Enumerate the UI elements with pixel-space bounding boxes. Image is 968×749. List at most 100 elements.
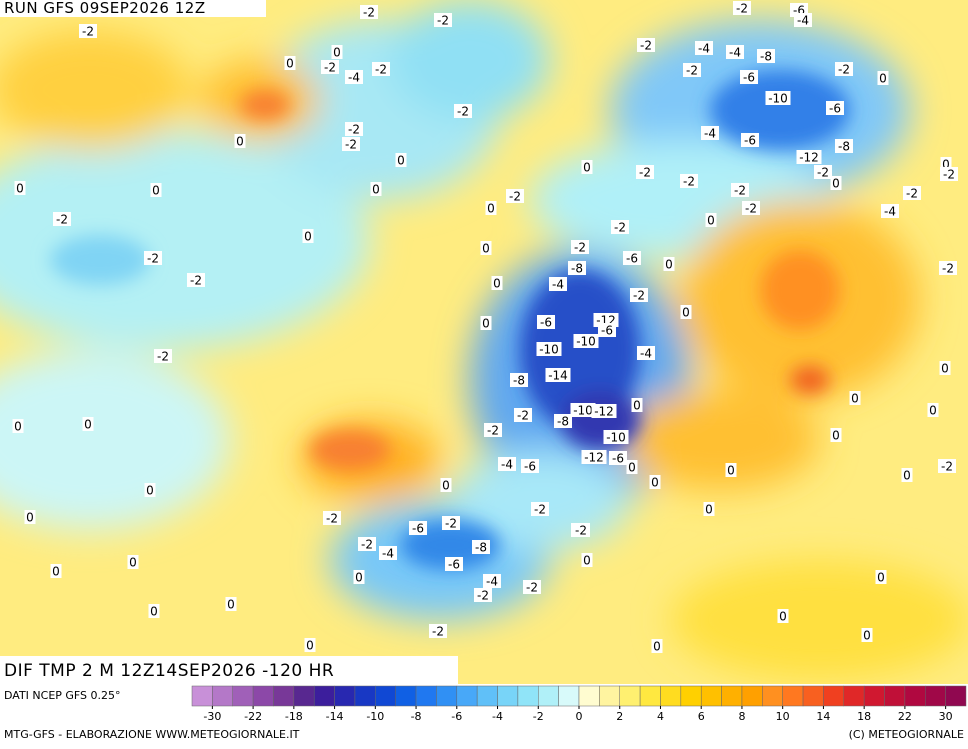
contour-label: -6 bbox=[612, 452, 624, 466]
source-text: DATI NCEP GFS 0.25° bbox=[4, 689, 121, 702]
contour-label: -4 bbox=[552, 278, 564, 292]
contour-label-box bbox=[225, 597, 237, 611]
contour-label-box bbox=[370, 182, 382, 196]
contour-label: 0 bbox=[832, 429, 840, 443]
colorbar-swatch bbox=[904, 685, 926, 707]
contour-label: 0 bbox=[877, 571, 885, 585]
contour-label: -2 bbox=[509, 190, 521, 204]
contour-label-box bbox=[765, 91, 791, 105]
colorbar-swatch bbox=[660, 685, 682, 707]
contour-label: -8 bbox=[838, 140, 850, 154]
contour-label: -2 bbox=[633, 289, 645, 303]
contour-label-box bbox=[537, 315, 555, 329]
contour-label: -10 bbox=[768, 92, 788, 106]
contour-label-box bbox=[740, 70, 758, 84]
contour-label-box bbox=[903, 186, 921, 200]
contour-label: 0 bbox=[333, 46, 341, 60]
contour-label-box bbox=[485, 201, 497, 215]
contour-label: -2 bbox=[363, 6, 375, 20]
contour-label: 0 bbox=[929, 404, 937, 418]
contour-label: -6 bbox=[744, 134, 756, 148]
contour-label-box bbox=[777, 609, 789, 623]
contour-label: 0 bbox=[583, 554, 591, 568]
contour-label-box bbox=[731, 183, 749, 197]
contour-label: -2 bbox=[82, 25, 94, 39]
contour-label-box bbox=[570, 403, 596, 417]
contour-label-box bbox=[581, 160, 593, 174]
colorbar-swatch bbox=[843, 685, 865, 707]
contour-label: -12 bbox=[594, 405, 614, 419]
contour-label-box bbox=[483, 574, 501, 588]
contour-label-box bbox=[830, 176, 842, 190]
colorbar-swatch bbox=[476, 685, 498, 707]
contour-label: -8 bbox=[557, 415, 569, 429]
contour-label: -6 bbox=[540, 316, 552, 330]
colorbar-tick-label: -30 bbox=[203, 710, 221, 723]
contour-label: 0 bbox=[707, 214, 715, 228]
contour-label: -2 bbox=[487, 424, 499, 438]
contour-label: -2 bbox=[942, 262, 954, 276]
contour-label: 0 bbox=[26, 511, 34, 525]
contour-label-box bbox=[609, 451, 627, 465]
contour-label-box bbox=[623, 251, 641, 265]
colorbar-tick-label: 30 bbox=[939, 710, 953, 723]
contour-label-box bbox=[554, 414, 572, 428]
contour-label: -6 bbox=[626, 252, 638, 266]
contour-label: 0 bbox=[863, 629, 871, 643]
contour-label: -2 bbox=[734, 184, 746, 198]
contour-label: -2 bbox=[348, 123, 360, 137]
contour-label-box bbox=[79, 24, 97, 38]
contour-label-box bbox=[794, 13, 812, 27]
contour-label: 0 bbox=[493, 277, 501, 291]
contour-label: 0 bbox=[941, 362, 949, 376]
contour-label-box bbox=[877, 71, 889, 85]
contour-label: 0 bbox=[665, 258, 673, 272]
contour-label: 0 bbox=[487, 202, 495, 216]
contour-label: 0 bbox=[851, 392, 859, 406]
contour-label-box bbox=[331, 45, 343, 59]
contour-label-box bbox=[510, 373, 528, 387]
contour-label-box bbox=[536, 342, 562, 356]
contour-label: -4 bbox=[797, 14, 809, 28]
colorbar-swatch bbox=[252, 685, 274, 707]
colorbar-swatch bbox=[762, 685, 783, 707]
contour-label: -6 bbox=[601, 324, 613, 338]
contour-label: 0 bbox=[482, 317, 490, 331]
colorbar-swatch bbox=[538, 685, 559, 707]
contour-label: -2 bbox=[345, 138, 357, 152]
contour-label-box bbox=[940, 157, 952, 171]
contour-label-box bbox=[82, 417, 94, 431]
colorbar-swatch bbox=[456, 685, 478, 707]
contour-label: 0 bbox=[14, 420, 22, 434]
contour-label-box bbox=[683, 63, 701, 77]
contour-label-box bbox=[454, 104, 472, 118]
colorbar-swatch bbox=[782, 685, 804, 707]
contour-label-box bbox=[480, 241, 492, 255]
contour-label: -2 bbox=[639, 166, 651, 180]
contour-label: 0 bbox=[903, 469, 911, 483]
contour-label: -2 bbox=[190, 274, 202, 288]
contour-label-box bbox=[506, 189, 524, 203]
contour-label: 0 bbox=[779, 610, 787, 624]
contour-label-box bbox=[549, 277, 567, 291]
contour-label-box bbox=[345, 70, 363, 84]
contour-label: 0 bbox=[628, 461, 636, 475]
colorbar-swatch bbox=[232, 685, 254, 707]
colorbar-swatch bbox=[293, 685, 315, 707]
field-box bbox=[0, 656, 458, 684]
colorbar-swatch bbox=[334, 685, 356, 707]
colorbar-tick-label: 22 bbox=[898, 710, 912, 723]
colorbar-swatch bbox=[721, 685, 743, 707]
contour-label-box bbox=[849, 391, 861, 405]
contour-label: -4 bbox=[486, 575, 498, 589]
contour-label-box bbox=[726, 45, 744, 59]
contour-label-box bbox=[581, 553, 593, 567]
colorbar-swatch bbox=[313, 685, 335, 707]
colorbar-swatch bbox=[395, 685, 417, 707]
contour-label: 0 bbox=[653, 640, 661, 654]
contour-label: -4 bbox=[698, 42, 710, 56]
colorbar-swatch bbox=[191, 685, 213, 707]
contour-label: -2 bbox=[147, 252, 159, 266]
contour-label: -2 bbox=[457, 105, 469, 119]
